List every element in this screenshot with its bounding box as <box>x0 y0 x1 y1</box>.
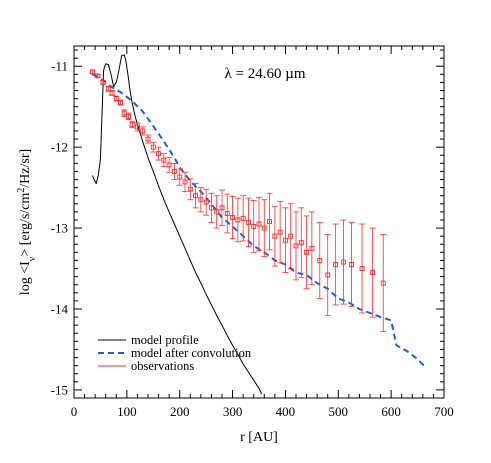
y-tick-label: -15 <box>51 382 68 397</box>
observation-point <box>140 128 146 134</box>
x-axis-title: r [AU] <box>240 430 278 445</box>
observation-point <box>208 205 214 211</box>
observation-point <box>224 211 230 216</box>
x-tick-label: 100 <box>117 404 137 419</box>
observation-point <box>109 90 115 96</box>
plot-area <box>89 54 427 395</box>
observation-point <box>90 69 95 75</box>
observation-point <box>134 124 140 130</box>
y-axis-title: log <Iν> [erg/s/cm2/Hz/sr] <box>16 149 38 295</box>
y-axis-title-part-a: log <I <box>18 261 33 295</box>
observation-point <box>171 168 177 174</box>
x-tick-label: 400 <box>276 404 296 419</box>
observation-point <box>125 113 131 119</box>
observation-point <box>113 96 119 102</box>
observation-point <box>166 162 172 168</box>
model-profile-line <box>92 54 263 395</box>
observation-point <box>150 144 156 150</box>
observation-point <box>341 259 347 265</box>
observation-point <box>349 262 354 267</box>
observation-point <box>298 240 304 246</box>
observation-point <box>177 174 183 180</box>
observation-point <box>380 280 386 286</box>
legend: model profile model after convolution ob… <box>98 333 252 373</box>
y-axis-title-part-b: > [erg/s/cm <box>18 193 33 257</box>
plot-frame <box>73 45 445 399</box>
observation-point <box>95 73 101 79</box>
x-tick-label: 600 <box>381 404 401 419</box>
observation-point <box>156 151 162 157</box>
x-tick-label: 700 <box>434 404 454 419</box>
observation-point <box>282 237 288 243</box>
series-layer <box>89 54 427 395</box>
observation-point <box>240 215 246 221</box>
y-axis-title-sub: ν <box>27 256 38 261</box>
observation-point <box>230 215 236 220</box>
axis-ticks: 0 100 200 300 400 500 600 700 -15 -14 -13 -12 -11 <box>51 46 454 419</box>
wavelength-annotation: λ = 24.60 µm <box>224 66 305 82</box>
observation-point <box>198 197 204 203</box>
x-tick-label: 200 <box>170 404 190 419</box>
x-tick-label: 300 <box>223 404 243 419</box>
y-tick-label: -14 <box>51 301 69 316</box>
observation-point <box>182 179 188 185</box>
observation-point <box>193 193 199 199</box>
observation-point <box>187 186 193 192</box>
y-tick-label: -13 <box>51 221 68 236</box>
observation-point <box>129 122 135 127</box>
observation-point <box>277 229 283 235</box>
observation-point <box>203 199 209 205</box>
observation-point <box>161 157 167 163</box>
legend-label-model-profile: model profile <box>131 333 199 347</box>
observation-point <box>304 249 310 255</box>
observation-point <box>235 217 241 223</box>
observation-point <box>333 262 339 267</box>
observation-point <box>214 209 220 215</box>
x-tick-label: 500 <box>329 404 349 419</box>
observation-point <box>309 245 315 251</box>
observation-point <box>251 224 257 229</box>
observation-point <box>145 136 151 142</box>
observation-point <box>317 257 323 263</box>
legend-label-observations: observations <box>131 359 194 373</box>
observation-point <box>370 270 376 276</box>
observation-point <box>245 219 251 225</box>
observation-point <box>325 272 331 278</box>
observation-point <box>100 79 106 85</box>
y-tick-label: -11 <box>51 59 68 74</box>
observation-point <box>272 233 278 239</box>
observation-point <box>288 233 294 239</box>
observation-point <box>118 100 123 106</box>
y-axis-title-part-c: /Hz/sr] <box>18 149 33 188</box>
observation-point <box>256 221 262 227</box>
x-tick-label: 0 <box>71 404 78 419</box>
observation-point <box>219 205 225 211</box>
observation-point <box>267 219 273 225</box>
y-axis-title-sup: 2 <box>16 188 27 193</box>
legend-label-model-after-convolution: model after convolution <box>131 346 252 360</box>
observation-point <box>359 266 365 271</box>
y-tick-label: -12 <box>51 140 68 155</box>
observation-point <box>105 86 111 92</box>
observation-point <box>261 225 267 231</box>
observation-point <box>293 243 299 249</box>
